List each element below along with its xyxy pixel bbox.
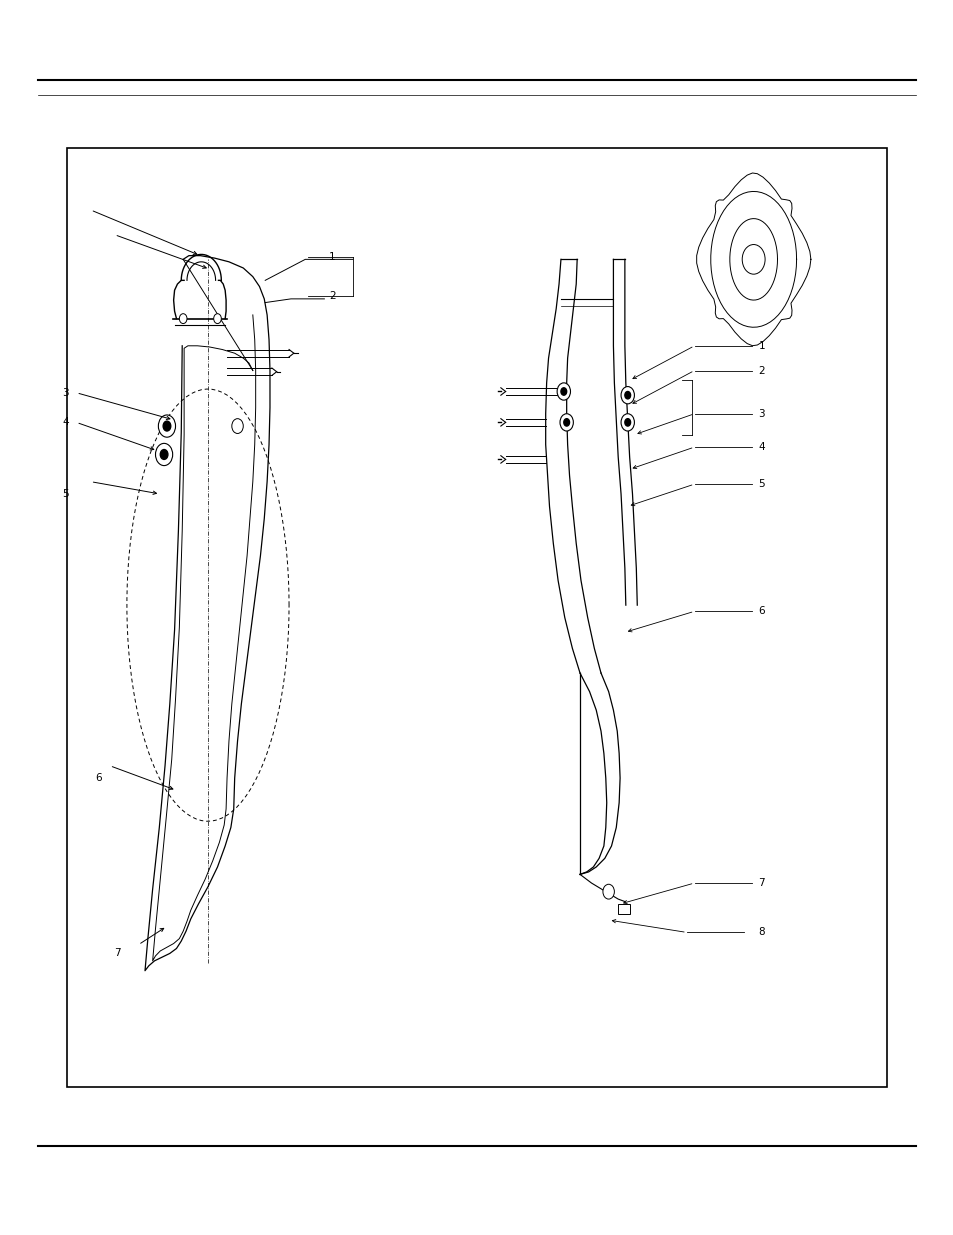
Text: 1: 1 — [329, 252, 335, 262]
Circle shape — [559, 414, 573, 431]
Circle shape — [232, 419, 243, 433]
Bar — [67, 148, 886, 1087]
Text: 4: 4 — [758, 442, 764, 452]
Text: 1: 1 — [758, 341, 764, 351]
Text: 7: 7 — [114, 948, 121, 958]
Circle shape — [620, 414, 634, 431]
Circle shape — [620, 387, 634, 404]
Circle shape — [557, 383, 570, 400]
Text: 8: 8 — [758, 927, 764, 937]
Text: 3: 3 — [758, 409, 764, 419]
Circle shape — [213, 314, 221, 324]
Circle shape — [163, 421, 171, 431]
Text: 4: 4 — [62, 417, 69, 427]
Circle shape — [602, 884, 614, 899]
Circle shape — [560, 388, 566, 395]
Text: 3: 3 — [62, 388, 69, 398]
Bar — [618, 904, 629, 914]
Circle shape — [160, 450, 168, 459]
Circle shape — [563, 419, 569, 426]
Text: 6: 6 — [758, 606, 764, 616]
Circle shape — [741, 245, 764, 274]
Text: 5: 5 — [62, 489, 69, 499]
Text: 2: 2 — [758, 366, 764, 375]
Text: 5: 5 — [758, 479, 764, 489]
Circle shape — [155, 443, 172, 466]
Circle shape — [624, 391, 630, 399]
Text: 6: 6 — [95, 773, 102, 783]
Circle shape — [624, 419, 630, 426]
Text: 7: 7 — [758, 878, 764, 888]
Text: 2: 2 — [329, 291, 335, 301]
Circle shape — [179, 314, 187, 324]
Circle shape — [158, 415, 175, 437]
